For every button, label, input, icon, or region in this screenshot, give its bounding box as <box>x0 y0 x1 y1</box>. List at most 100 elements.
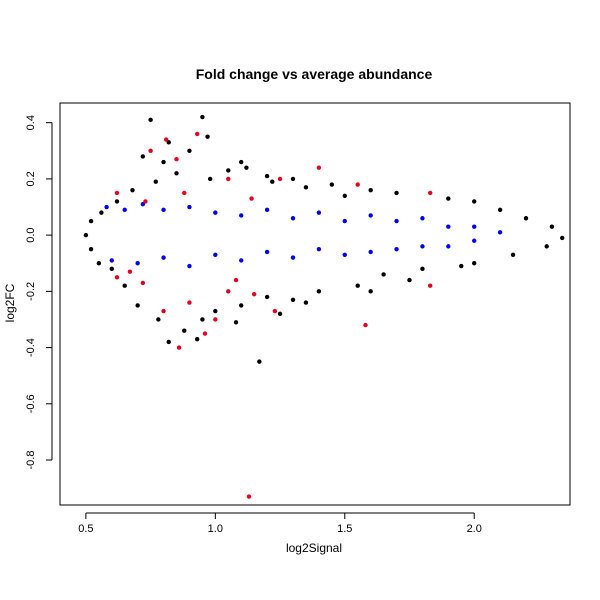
data-point <box>290 297 296 302</box>
data-point <box>270 179 275 184</box>
data-point <box>549 224 555 229</box>
data-point <box>187 300 192 305</box>
data-point <box>368 289 373 294</box>
data-point <box>277 176 283 182</box>
y-tick-label: -0.2 <box>25 282 37 301</box>
data-point <box>148 148 153 153</box>
data-point <box>244 165 249 170</box>
data-point <box>174 171 179 176</box>
data-point <box>407 277 412 283</box>
data-point <box>187 263 192 269</box>
data-point <box>251 291 257 297</box>
data-point <box>176 345 182 350</box>
y-tick-label: 0.2 <box>25 171 37 186</box>
data-point <box>205 134 210 139</box>
data-point <box>239 303 244 308</box>
data-points <box>83 114 565 499</box>
data-point <box>368 249 373 255</box>
data-point <box>290 176 296 182</box>
data-point <box>135 303 140 308</box>
data-point <box>135 261 140 266</box>
data-point <box>166 339 171 345</box>
data-point <box>122 207 127 213</box>
data-point <box>207 176 213 182</box>
y-tick-label: -0.4 <box>25 338 37 357</box>
series-2 <box>104 202 503 269</box>
data-point <box>161 207 166 213</box>
data-point <box>368 187 373 193</box>
data-point <box>246 494 252 499</box>
data-point <box>264 249 270 255</box>
data-point <box>163 137 169 142</box>
plot-frame <box>59 102 571 506</box>
data-point <box>316 210 322 215</box>
x-tick-label: 1.0 <box>208 523 223 535</box>
data-point <box>355 182 360 187</box>
data-point <box>290 216 296 221</box>
data-point <box>257 359 262 364</box>
data-point <box>342 193 347 198</box>
data-point <box>156 317 161 322</box>
data-point <box>249 196 254 201</box>
x-tick-label: 2.0 <box>467 523 482 535</box>
data-point <box>174 157 179 162</box>
data-point <box>140 280 146 286</box>
x-tick-label: 0.5 <box>78 523 93 535</box>
data-point <box>497 230 503 235</box>
data-point <box>202 331 208 336</box>
data-point <box>161 255 166 260</box>
data-point <box>239 213 244 218</box>
data-point <box>122 283 127 288</box>
data-point <box>264 207 270 213</box>
data-point <box>342 218 347 224</box>
y-tick-label: 0.4 <box>25 115 37 130</box>
data-point <box>114 190 120 196</box>
data-point <box>88 218 94 224</box>
data-point <box>182 190 187 196</box>
y-axis-label: log2FC <box>3 283 17 322</box>
x-axis: 0.5 1.0 1.5 2.0 <box>78 512 482 535</box>
data-point <box>523 216 529 221</box>
data-point <box>109 258 114 263</box>
data-point <box>420 266 425 272</box>
data-point <box>104 204 109 210</box>
x-tick-label: 1.5 <box>337 523 352 535</box>
data-point <box>127 269 133 274</box>
data-point <box>83 232 89 238</box>
data-point <box>213 210 218 215</box>
data-point <box>140 154 146 159</box>
y-tick-label: -0.6 <box>25 394 37 413</box>
data-point <box>459 263 464 269</box>
data-point <box>195 131 200 137</box>
data-point <box>316 289 322 294</box>
data-point <box>114 275 120 280</box>
data-point <box>213 317 218 322</box>
data-point <box>161 308 166 314</box>
data-point <box>148 117 153 123</box>
data-point <box>182 328 187 333</box>
data-point <box>88 246 94 252</box>
data-point <box>272 308 278 314</box>
data-point <box>200 114 205 120</box>
data-point <box>290 255 296 260</box>
y-tick-label: -0.8 <box>25 451 37 470</box>
data-point <box>342 252 347 258</box>
data-point <box>381 272 386 277</box>
data-point <box>394 246 399 252</box>
data-point <box>96 261 102 266</box>
data-point <box>239 258 244 263</box>
data-point <box>187 204 192 210</box>
data-point <box>233 277 239 283</box>
data-point <box>544 244 549 249</box>
data-point <box>368 213 373 218</box>
series-1 <box>83 114 565 364</box>
data-point <box>510 252 516 258</box>
data-point <box>428 283 433 288</box>
data-point <box>472 224 477 229</box>
chart-title: Fold change vs average abundance <box>196 66 433 82</box>
data-point <box>233 320 239 325</box>
data-point <box>497 207 503 213</box>
data-point <box>560 235 565 241</box>
y-axis: -0.8 -0.6 -0.4 -0.2 0.0 0.2 0.4 <box>25 115 53 470</box>
